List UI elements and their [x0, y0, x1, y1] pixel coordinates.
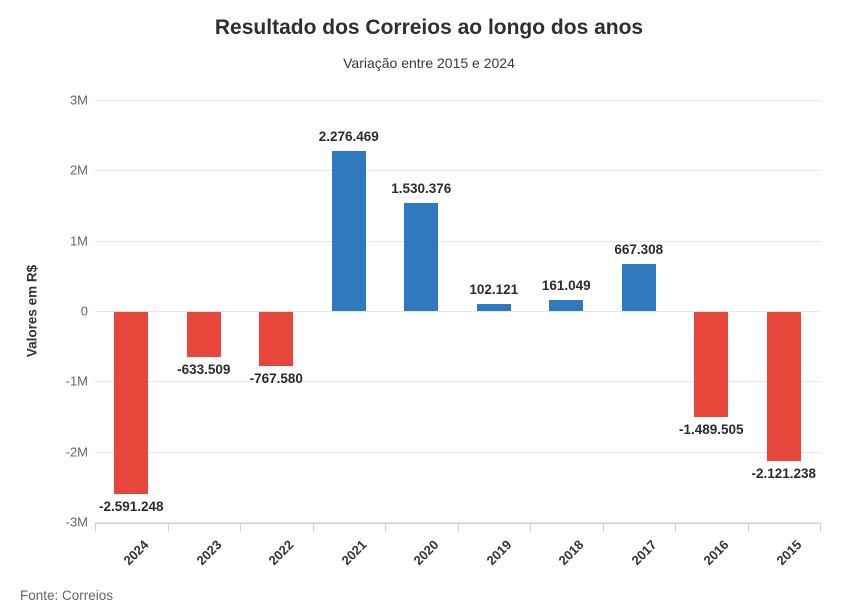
x-axis-tick — [95, 523, 96, 532]
x-axis-tick-label: 2023 — [193, 537, 225, 569]
x-axis-tick-label: 2018 — [555, 537, 587, 569]
bar-2017 — [621, 264, 656, 311]
x-axis-tick — [747, 523, 749, 532]
x-axis-tick-label: 2015 — [773, 537, 805, 569]
x-axis-tick-label: 2020 — [410, 537, 442, 569]
y-gridline — [95, 240, 820, 242]
bar-value-label: -2.121.238 — [751, 466, 817, 482]
y-axis-tick-label: 0 — [80, 303, 88, 319]
y-axis-tick-label: -3M — [65, 514, 88, 530]
chart-title: Resultado dos Correios ao longo dos anos — [214, 16, 644, 39]
x-axis-tick — [530, 523, 531, 532]
y-gridline — [95, 311, 820, 312]
x-axis-tick — [312, 523, 314, 532]
bar-value-label: -2.591.248 — [98, 499, 164, 515]
bar-2019 — [476, 303, 511, 311]
bar-2023 — [186, 312, 221, 357]
x-axis-tick-label: 2021 — [338, 537, 370, 569]
bar-value-label: 161.049 — [541, 277, 591, 293]
bar-2020 — [404, 203, 439, 311]
y-gridline — [95, 522, 820, 523]
x-axis-tick — [675, 523, 676, 532]
y-axis-tick-label: 3M — [69, 92, 88, 108]
y-gridline — [95, 170, 820, 172]
source-note: Fonte: Correios — [20, 588, 114, 603]
bar-value-label: -1.489.505 — [678, 421, 744, 437]
x-axis-tick — [385, 523, 386, 532]
y-axis-tick-label: 1M — [69, 233, 88, 249]
chart-subtitle: Variação entre 2015 e 2024 — [343, 55, 515, 71]
bar-value-label: -767.580 — [249, 370, 303, 386]
x-axis-tick-label: 2024 — [120, 537, 152, 569]
x-axis-tick — [240, 523, 241, 532]
x-axis-tick-label: 2019 — [483, 537, 515, 569]
x-axis-tick — [167, 523, 169, 532]
y-gridline — [95, 100, 820, 101]
bar-2015 — [766, 312, 801, 462]
x-axis-tick — [820, 523, 821, 532]
y-axis-tick-label: -1M — [65, 373, 88, 389]
bar-2018 — [549, 299, 584, 311]
x-axis-tick-label: 2017 — [628, 537, 660, 569]
bar-value-label: 1.530.376 — [391, 181, 452, 197]
bar-2021 — [331, 150, 366, 311]
x-axis-tick-label: 2022 — [265, 537, 297, 569]
y-gridline — [95, 381, 820, 383]
bar-2016 — [694, 312, 729, 417]
x-axis-tick — [457, 523, 459, 532]
bar-2022 — [259, 312, 294, 366]
x-axis-tick-label: 2016 — [700, 537, 732, 569]
bar-2024 — [114, 312, 149, 495]
y-axis-tick-label: -2M — [65, 444, 88, 460]
y-axis-tick-label: 2M — [69, 162, 88, 178]
bar-value-label: 667.308 — [614, 242, 664, 258]
bar-value-label: 2.276.469 — [318, 128, 379, 144]
x-axis-tick — [602, 523, 604, 532]
bar-value-label: 102.121 — [469, 281, 519, 297]
y-gridline — [95, 451, 820, 453]
bar-value-label: -633.509 — [177, 361, 231, 377]
